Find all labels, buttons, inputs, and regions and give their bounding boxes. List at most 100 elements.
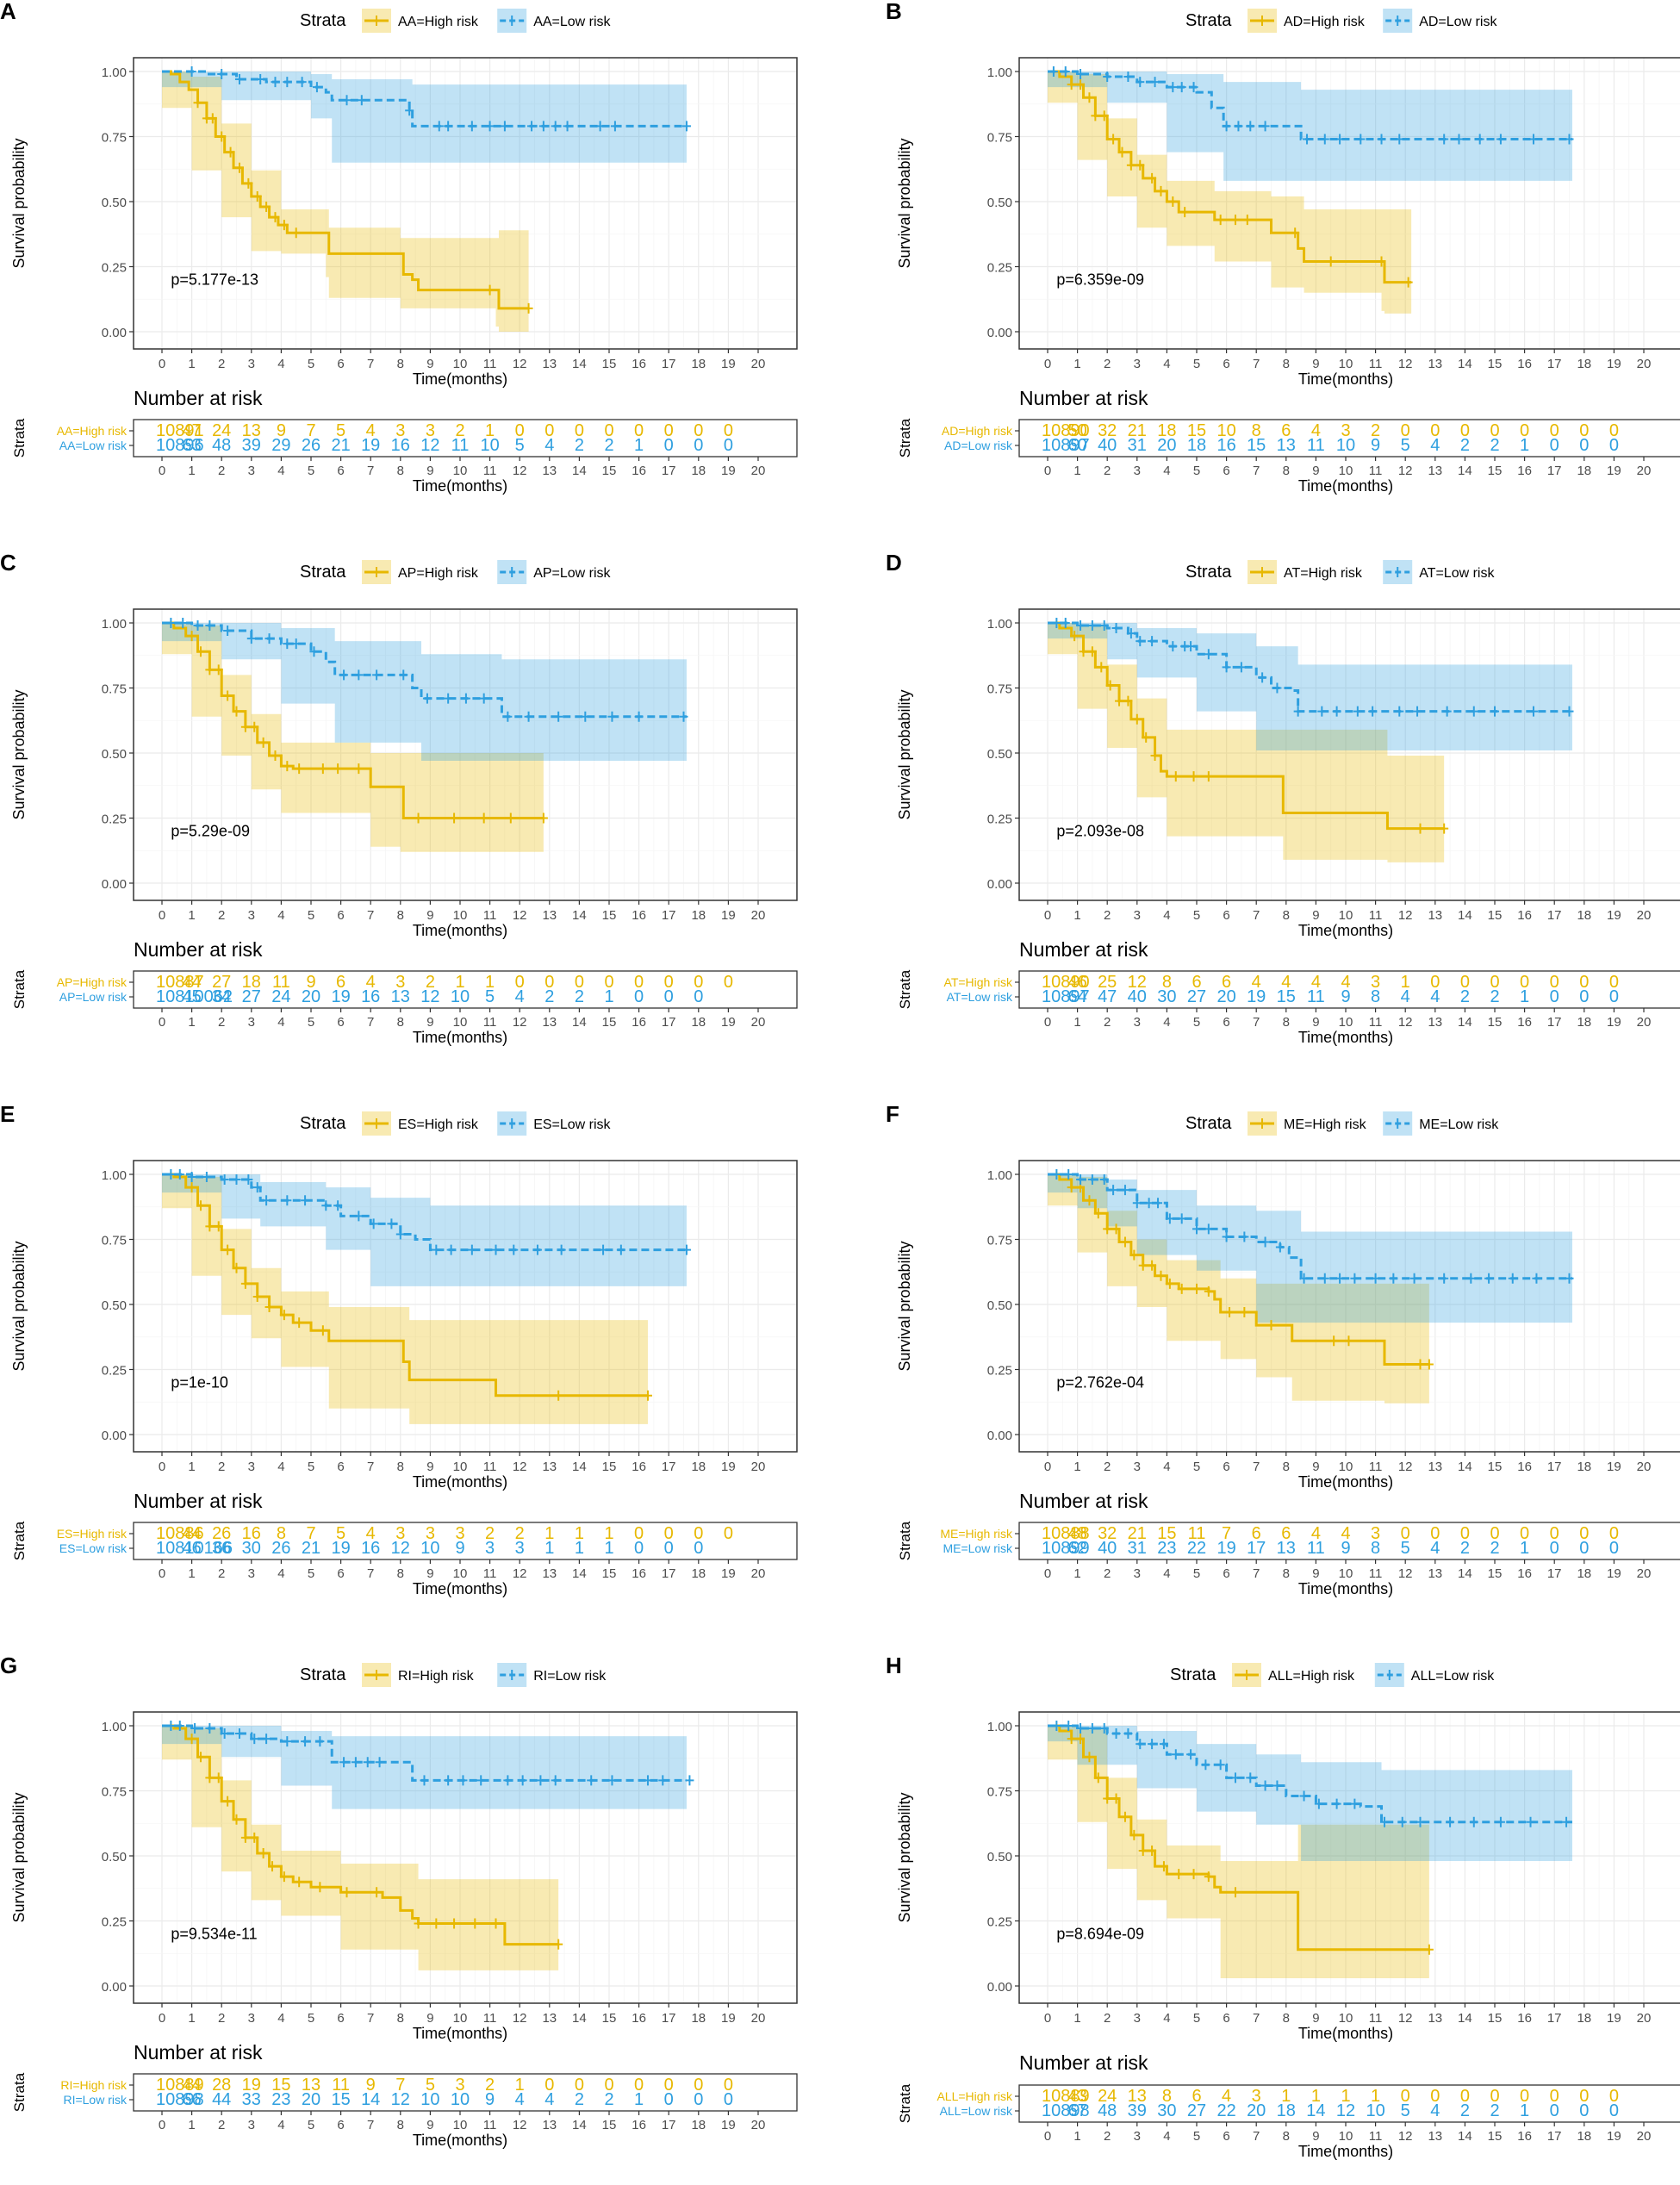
risk-x-tick-label: 13 <box>1428 1015 1442 1030</box>
risk-count-high: 0 <box>1460 421 1470 440</box>
risk-count-low: 12 <box>391 2090 410 2109</box>
censor-mark-low <box>1466 1273 1476 1284</box>
censor-mark-high <box>1424 1359 1434 1370</box>
censor-mark-high <box>1204 1285 1213 1297</box>
risk-count-high: 0 <box>694 421 703 440</box>
risk-count-low: 2 <box>1490 436 1499 455</box>
x-tick-label: 18 <box>1577 1460 1591 1474</box>
censor-mark-low <box>1120 1185 1129 1196</box>
x-tick-label: 2 <box>218 2011 225 2026</box>
risk-x-tick-label: 0 <box>159 464 165 478</box>
censor-mark-low <box>372 669 382 681</box>
risk-count-high: 0 <box>1579 421 1589 440</box>
censor-mark-low <box>178 618 188 628</box>
x-axis-title: Time(months) <box>1298 370 1393 388</box>
risk-count-low: 46 <box>182 1539 201 1558</box>
censor-mark-high <box>268 1861 277 1872</box>
risk-count-low: 36 <box>212 1539 231 1558</box>
censor-mark-low <box>250 1734 259 1745</box>
risk-count-low: 2 <box>575 2090 584 2109</box>
risk-x-tick-label: 4 <box>1163 1015 1170 1030</box>
risk-count-high: 0 <box>634 421 644 440</box>
risk-count-low: 1 <box>1520 1539 1529 1558</box>
censor-mark-low <box>1234 121 1243 132</box>
x-tick-label: 7 <box>1253 1460 1260 1474</box>
censor-mark-high <box>643 1390 652 1401</box>
censor-mark-low <box>444 1775 453 1786</box>
x-tick-label: 3 <box>248 357 255 371</box>
risk-count-low: 16 <box>361 987 380 1006</box>
x-tick-label: 7 <box>1253 908 1260 923</box>
censor-mark-low <box>190 1723 200 1734</box>
risk-row-label-low: AT=Low risk <box>947 990 1013 1004</box>
censor-mark-high <box>1242 215 1252 226</box>
risk-count-low: 4 <box>544 436 554 455</box>
censor-mark-low <box>422 693 432 704</box>
x-tick-label: 5 <box>308 2011 314 2026</box>
censor-mark-low <box>339 669 349 681</box>
risk-x-tick-label: 18 <box>691 464 706 478</box>
risk-count-high: 3 <box>426 421 435 440</box>
censor-mark-low <box>1272 1780 1282 1791</box>
risk-count-high: 1 <box>455 973 464 992</box>
risk-row-label-low: RI=Low risk <box>63 2093 128 2107</box>
censor-mark-low <box>1087 620 1097 632</box>
legend-label-high: RI=High risk <box>398 1669 475 1684</box>
risk-count-low: 5 <box>1401 436 1410 455</box>
x-tick-label: 3 <box>248 908 255 923</box>
y-tick-label: 0.75 <box>987 682 1012 697</box>
censor-mark-low <box>175 1169 184 1180</box>
censor-mark-high <box>1174 1869 1184 1880</box>
censor-mark-low <box>1508 1273 1517 1284</box>
censor-mark-high <box>554 1390 563 1401</box>
x-tick-label: 19 <box>721 2011 736 2026</box>
censor-mark-high <box>318 763 327 775</box>
risk-count-high: 0 <box>634 2076 644 2095</box>
survival-curve-low <box>162 70 687 128</box>
km-panel-f: F Strata ME=High risk ME=Low risk0.000.250.… <box>886 1101 1680 1597</box>
x-tick-label: 4 <box>277 1460 284 1474</box>
x-tick-label: 4 <box>277 908 284 923</box>
risk-x-tick-label: 8 <box>1283 464 1290 478</box>
x-tick-label: 20 <box>751 908 766 923</box>
x-tick-label: 3 <box>248 2011 255 2026</box>
y-tick-label: 0.50 <box>102 1850 127 1864</box>
risk-x-tick-label: 4 <box>277 464 284 478</box>
x-tick-label: 20 <box>1637 1460 1652 1474</box>
y-tick-label: 0.00 <box>987 1429 1012 1443</box>
censor-mark-low <box>339 1757 349 1768</box>
risk-count-high: 4 <box>1311 1524 1321 1543</box>
censor-mark-low <box>1320 1273 1329 1284</box>
x-axis-title: Time(months) <box>1298 1473 1393 1491</box>
risk-count-low: 0 <box>694 436 703 455</box>
risk-count-low: 29 <box>271 436 290 455</box>
risk-count-high: 12 <box>1128 973 1147 992</box>
censor-mark-low <box>1496 1816 1505 1827</box>
censor-mark-low <box>321 1200 331 1211</box>
risk-count-high: 3 <box>455 2076 464 2095</box>
censor-mark-high <box>1085 92 1094 103</box>
censor-mark-low <box>658 1775 668 1786</box>
risk-count-high: 1 <box>515 2076 525 2095</box>
risk-x-tick-label: 7 <box>1253 464 1260 478</box>
risk-row-label-high: AA=High risk <box>57 424 128 438</box>
risk-x-tick-label: 16 <box>1517 464 1532 478</box>
censor-mark-high <box>1117 146 1127 158</box>
censor-mark-high <box>1240 1307 1249 1318</box>
risk-count-high: 24 <box>212 421 231 440</box>
censor-mark-high <box>1129 1829 1139 1840</box>
censor-mark-low <box>1123 1728 1133 1740</box>
x-tick-label: 17 <box>662 357 676 371</box>
x-tick-label: 1 <box>1073 908 1080 923</box>
censor-mark-low <box>283 77 292 88</box>
x-tick-label: 2 <box>1104 908 1111 923</box>
ci-band-high <box>1048 1174 1429 1404</box>
risk-table-border <box>1018 1522 1680 1560</box>
risk-count-low: 2 <box>1460 2101 1470 2120</box>
risk-count-low: 0 <box>1609 987 1619 1006</box>
risk-count-high: 32 <box>1098 1524 1117 1543</box>
risk-count-low: 9 <box>485 2090 495 2109</box>
x-tick-label: 15 <box>1488 357 1503 371</box>
risk-count-low: 22 <box>1216 2101 1235 2120</box>
risk-count-high: 0 <box>1430 2087 1440 2106</box>
